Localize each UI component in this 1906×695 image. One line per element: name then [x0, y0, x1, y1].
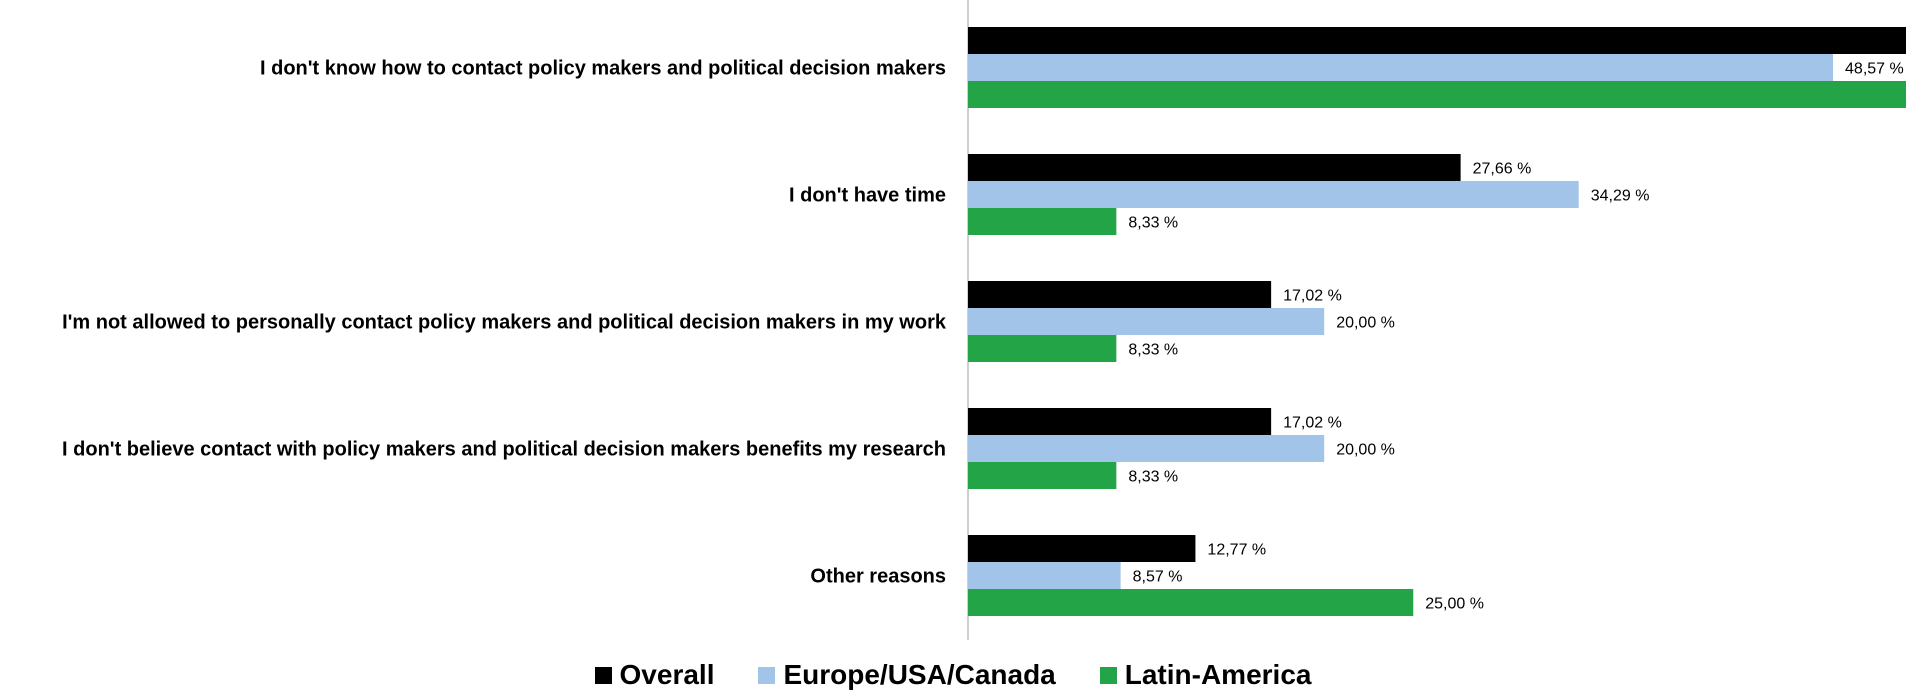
- legend-label-europe-usa-canada: Europe/USA/Canada: [783, 659, 1056, 690]
- data-label-europe-usa-canada: 20,00 %: [1336, 442, 1395, 459]
- legend-swatch-europe-usa-canada: [758, 666, 776, 684]
- data-label-europe-usa-canada: 20,00 %: [1336, 315, 1395, 332]
- bar-europe-usa-canada: [968, 308, 1325, 335]
- category-label: I don't know how to contact policy maker…: [260, 58, 946, 80]
- legend-item-latin-america: Latin-America: [1099, 659, 1312, 691]
- bar-overall: [968, 535, 1196, 562]
- bar-europe-usa-canada: [968, 562, 1121, 589]
- bar-latin-america: [968, 589, 1414, 616]
- data-label-latin-america: 25,00 %: [1425, 596, 1484, 613]
- category-label: I don't have time: [789, 185, 946, 207]
- bar-europe-usa-canada: [968, 435, 1325, 462]
- legend-swatch-overall: [594, 666, 612, 684]
- data-label-overall: 12,77 %: [1207, 542, 1266, 559]
- data-label-latin-america: 8,33 %: [1128, 342, 1178, 359]
- data-label-europe-usa-canada: 48,57 %: [1845, 61, 1904, 78]
- data-label-europe-usa-canada: 34,29 %: [1591, 188, 1650, 205]
- bar-europe-usa-canada: [968, 54, 1834, 81]
- bar-overall: [968, 154, 1461, 181]
- bar-latin-america: [968, 335, 1117, 362]
- bar-latin-america: [968, 208, 1117, 235]
- legend-label-latin-america: Latin-America: [1124, 659, 1312, 690]
- data-label-latin-america: 8,33 %: [1128, 215, 1178, 232]
- bar-latin-america: [968, 462, 1117, 489]
- data-label-overall: 17,02 %: [1283, 415, 1342, 432]
- data-label-overall: 17,02 %: [1283, 288, 1342, 305]
- bar-latin-america: [968, 81, 1906, 108]
- bar-europe-usa-canada: [968, 181, 1579, 208]
- bar-chart: I don't know how to contact policy maker…: [62, 0, 1906, 640]
- data-label-overall: 27,66 %: [1473, 161, 1532, 178]
- category-label: I don't believe contact with policy make…: [62, 439, 946, 461]
- data-label-europe-usa-canada: 8,57 %: [1133, 569, 1183, 586]
- category-label: I'm not allowed to personally contact po…: [62, 312, 947, 334]
- data-label-latin-america: 8,33 %: [1128, 469, 1178, 486]
- legend-item-europe-usa-canada: Europe/USA/Canada: [758, 659, 1056, 691]
- legend-item-overall: Overall: [594, 659, 715, 691]
- bar-overall: [968, 408, 1272, 435]
- category-label: Other reasons: [810, 566, 946, 588]
- legend-label-overall: Overall: [619, 659, 715, 690]
- legend: Overall Europe/USA/Canada Latin-America: [0, 655, 1906, 695]
- bar-overall: [968, 281, 1272, 308]
- legend-swatch-latin-america: [1099, 666, 1117, 684]
- bar-overall: [968, 27, 1906, 54]
